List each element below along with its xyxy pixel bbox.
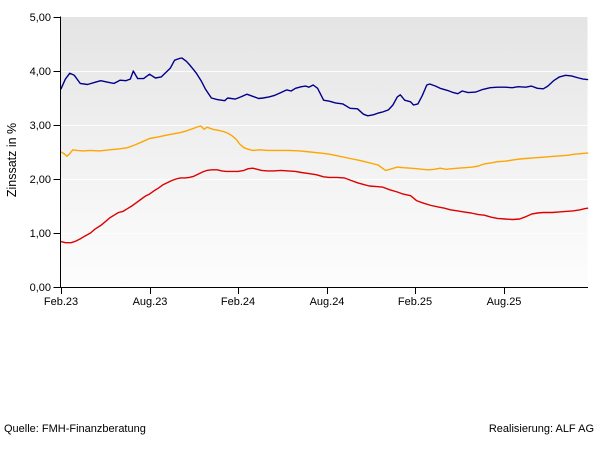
series-red-line [60,167,589,244]
series-orange-line [60,125,589,172]
line-chart: 0,00 1,00 2,00 3,00 4,00 5,00 Feb.23 Aug.23 Feb.… [5,12,589,308]
y-tick-label: 0,00 [30,282,51,294]
realisation-caption: Realisierung: ALF AG [488,423,594,435]
plot-area [61,17,588,287]
x-tick-label: Aug.25 [487,296,522,308]
x-tick-label: Feb.25 [398,296,432,308]
y-tick-label: 1,00 [30,228,51,240]
y-tick-label: 4,00 [30,66,51,78]
y-tick-label: 3,00 [30,120,51,132]
y-tick-label: 2,00 [30,174,51,186]
series-blue-line [60,57,589,117]
source-caption: Quelle: FMH-Finanzberatung [4,423,146,435]
x-tick-label: Aug.23 [133,296,168,308]
y-axis-title: Zinssatz in % [5,123,19,197]
x-tick-label: Feb.23 [44,296,78,308]
y-tick-label: 5,00 [30,12,51,24]
x-tick-label: Feb.24 [221,296,255,308]
x-tick-label: Aug.24 [310,296,345,308]
